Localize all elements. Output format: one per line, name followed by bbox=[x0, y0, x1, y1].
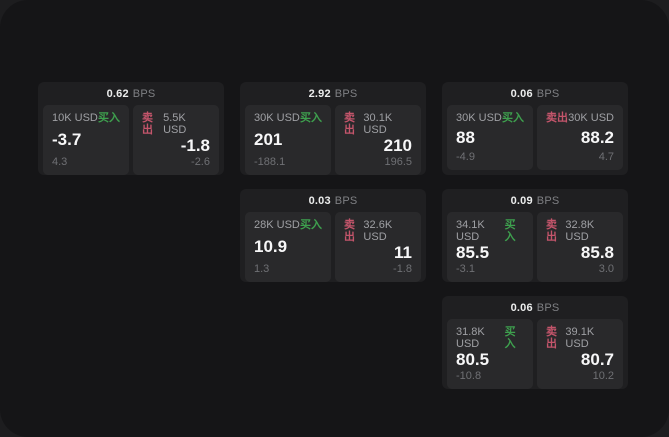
sell-panel[interactable]: 卖出 5.5K USD -1.8 -2.6 bbox=[133, 105, 219, 175]
sell-label: 卖出 bbox=[344, 219, 355, 243]
buy-amount: 30K USD bbox=[456, 112, 502, 124]
buy-subvalue: -3.1 bbox=[456, 263, 475, 275]
buy-subvalue: -4.9 bbox=[456, 151, 475, 163]
spread-value: 0.09 bbox=[510, 194, 533, 207]
buy-panel[interactable]: 28K USD 买入 10.9 1.3 bbox=[245, 212, 331, 282]
buy-panel[interactable]: 34.1K USD 买入 85.5 -3.1 bbox=[447, 212, 533, 282]
spread-value: 0.03 bbox=[308, 194, 331, 207]
spread-value: 0.62 bbox=[106, 87, 129, 100]
spread-unit: BPS bbox=[334, 194, 358, 207]
sell-panel[interactable]: 卖出 30K USD 88.2 4.7 bbox=[537, 105, 623, 170]
buy-panel[interactable]: 10K USD 买入 -3.7 4.3 bbox=[43, 105, 129, 175]
sell-price: 80.7 bbox=[580, 350, 614, 369]
sell-label: 卖出 bbox=[546, 326, 557, 350]
sell-label: 卖出 bbox=[344, 112, 355, 136]
quote-body: 34.1K USD 买入 85.5 -3.1 卖出 32.8K USD 85.8… bbox=[442, 212, 628, 282]
sell-panel[interactable]: 卖出 30.1K USD 210 196.5 bbox=[335, 105, 421, 175]
quote-card: 0.62 BPS 10K USD 买入 -3.7 4.3 卖出 5.5K USD bbox=[38, 82, 224, 175]
spread-value: 0.06 bbox=[510, 301, 533, 314]
quote-body: 28K USD 买入 10.9 1.3 卖出 32.6K USD 11 -1.8 bbox=[240, 212, 426, 282]
buy-label: 买入 bbox=[504, 219, 516, 243]
sell-amount: 32.6K USD bbox=[363, 219, 393, 243]
buy-price: 88 bbox=[456, 127, 475, 147]
spread-unit: BPS bbox=[536, 194, 560, 207]
buy-subvalue: -188.1 bbox=[254, 156, 286, 168]
sell-label: 卖出 bbox=[142, 112, 153, 136]
buy-panel[interactable]: 31.8K USD 买入 80.5 -10.8 bbox=[447, 319, 533, 389]
sell-subvalue: 4.7 bbox=[598, 151, 614, 163]
sell-amount: 39.1K USD bbox=[565, 326, 595, 350]
buy-amount: 30K USD bbox=[254, 112, 300, 124]
spread-unit: BPS bbox=[536, 301, 560, 314]
quote-body: 10K USD 买入 -3.7 4.3 卖出 5.5K USD -1.8 -2.… bbox=[38, 105, 224, 175]
buy-subvalue: 4.3 bbox=[52, 156, 68, 168]
spread-unit: BPS bbox=[132, 87, 156, 100]
sell-subvalue: 3.0 bbox=[598, 263, 614, 275]
quote-card-grid: 0.62 BPS 10K USD 买入 -3.7 4.3 卖出 5.5K USD bbox=[38, 82, 628, 389]
sell-panel[interactable]: 卖出 32.6K USD 11 -1.8 bbox=[335, 212, 421, 282]
sell-panel[interactable]: 卖出 39.1K USD 80.7 10.2 bbox=[537, 319, 623, 389]
quote-card: 2.92 BPS 30K USD 买入 201 -188.1 卖出 30.1K … bbox=[240, 82, 426, 175]
buy-label: 买入 bbox=[300, 112, 322, 124]
buy-amount: 34.1K USD bbox=[456, 219, 485, 243]
spread-header: 0.62 BPS bbox=[38, 82, 224, 105]
quote-card: 0.09 BPS 34.1K USD 买入 85.5 -3.1 卖出 32.8K… bbox=[442, 189, 628, 282]
spread-unit: BPS bbox=[334, 87, 358, 100]
quote-body: 31.8K USD 买入 80.5 -10.8 卖出 39.1K USD 80.… bbox=[442, 319, 628, 389]
buy-label: 买入 bbox=[98, 112, 120, 124]
buy-label: 买入 bbox=[300, 219, 322, 231]
buy-amount: 28K USD bbox=[254, 219, 300, 231]
sell-subvalue: -2.6 bbox=[191, 156, 210, 168]
spread-unit: BPS bbox=[536, 87, 560, 100]
sell-amount: 5.5K USD bbox=[163, 112, 187, 136]
buy-price: 85.5 bbox=[456, 243, 490, 262]
sell-amount: 32.8K USD bbox=[565, 219, 595, 243]
sell-label: 卖出 bbox=[546, 219, 557, 243]
quote-body: 30K USD 买入 88 -4.9 卖出 30K USD 88.2 4.7 bbox=[442, 105, 628, 175]
buy-subvalue: -10.8 bbox=[456, 370, 482, 382]
sell-price: 11 bbox=[394, 243, 412, 262]
buy-amount: 10K USD bbox=[52, 112, 98, 124]
sell-price: 85.8 bbox=[580, 243, 614, 262]
buy-price: 80.5 bbox=[456, 350, 490, 369]
quote-body: 30K USD 买入 201 -188.1 卖出 30.1K USD 210 1… bbox=[240, 105, 426, 175]
spread-value: 2.92 bbox=[308, 87, 331, 100]
sell-subvalue: -1.8 bbox=[393, 263, 412, 275]
buy-label: 买入 bbox=[504, 326, 516, 350]
quote-card: 0.06 BPS 30K USD 买入 88 -4.9 卖出 30K USD bbox=[442, 82, 628, 175]
buy-price: 201 bbox=[254, 130, 283, 149]
sell-subvalue: 10.2 bbox=[592, 370, 614, 382]
sell-price: 88.2 bbox=[580, 127, 614, 147]
spread-header: 0.09 BPS bbox=[442, 189, 628, 212]
sell-label: 卖出 bbox=[546, 112, 568, 124]
spread-header: 2.92 BPS bbox=[240, 82, 426, 105]
quote-card: 0.03 BPS 28K USD 买入 10.9 1.3 卖出 32.6K US… bbox=[240, 189, 426, 282]
sell-amount: 30K USD bbox=[568, 112, 614, 124]
spread-header: 0.06 BPS bbox=[442, 82, 628, 105]
quote-card: 0.06 BPS 31.8K USD 买入 80.5 -10.8 卖出 39.1… bbox=[442, 296, 628, 389]
buy-price: 10.9 bbox=[254, 237, 288, 256]
buy-panel[interactable]: 30K USD 买入 88 -4.9 bbox=[447, 105, 533, 170]
buy-label: 买入 bbox=[502, 112, 524, 124]
spread-value: 0.06 bbox=[510, 87, 533, 100]
sell-price: 210 bbox=[383, 136, 412, 155]
sell-amount: 30.1K USD bbox=[363, 112, 393, 136]
buy-amount: 31.8K USD bbox=[456, 326, 485, 350]
buy-price: -3.7 bbox=[52, 130, 82, 149]
sell-price: -1.8 bbox=[180, 136, 210, 155]
spread-header: 0.06 BPS bbox=[442, 296, 628, 319]
sell-panel[interactable]: 卖出 32.8K USD 85.8 3.0 bbox=[537, 212, 623, 282]
buy-panel[interactable]: 30K USD 买入 201 -188.1 bbox=[245, 105, 331, 175]
buy-subvalue: 1.3 bbox=[254, 263, 270, 275]
sell-subvalue: 196.5 bbox=[384, 156, 412, 168]
spread-header: 0.03 BPS bbox=[240, 189, 426, 212]
